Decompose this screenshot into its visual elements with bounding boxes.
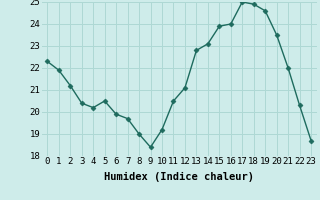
- X-axis label: Humidex (Indice chaleur): Humidex (Indice chaleur): [104, 172, 254, 182]
